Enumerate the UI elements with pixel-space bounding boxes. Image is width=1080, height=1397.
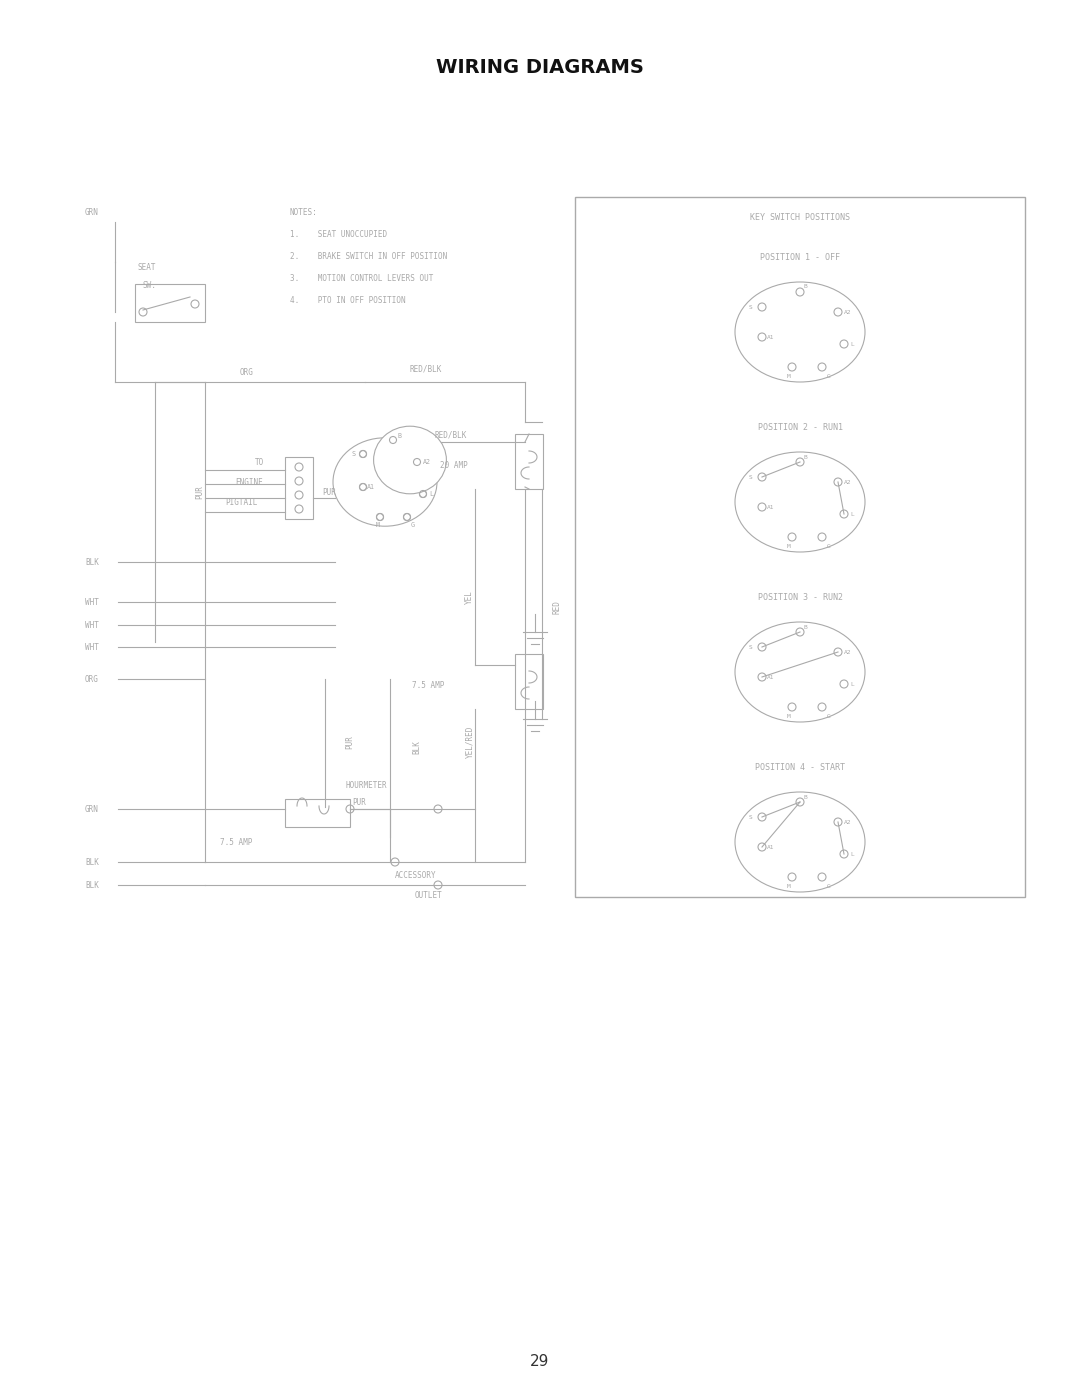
Text: G: G [827, 543, 831, 549]
Text: S: S [750, 814, 753, 820]
Text: TO: TO [255, 457, 265, 467]
Text: B: B [804, 795, 808, 799]
Text: PIGTAIL: PIGTAIL [225, 497, 257, 507]
Text: KEY SWITCH POSITIONS: KEY SWITCH POSITIONS [750, 212, 850, 222]
Ellipse shape [333, 437, 437, 527]
Text: SW.: SW. [141, 281, 156, 289]
Ellipse shape [735, 282, 865, 381]
Text: 29: 29 [530, 1355, 550, 1369]
Text: POSITION 4 - START: POSITION 4 - START [755, 763, 845, 771]
Text: G: G [827, 883, 831, 888]
Text: 2.    BRAKE SWITCH IN OFF POSITION: 2. BRAKE SWITCH IN OFF POSITION [291, 251, 447, 260]
Text: A2: A2 [843, 479, 851, 485]
Text: M: M [787, 714, 791, 718]
Text: M: M [787, 373, 791, 379]
Text: OUTLET: OUTLET [415, 890, 443, 900]
Text: 1.    SEAT UNOCCUPIED: 1. SEAT UNOCCUPIED [291, 229, 387, 239]
Text: L: L [429, 490, 433, 497]
FancyBboxPatch shape [285, 457, 313, 520]
Text: B: B [804, 454, 808, 460]
Text: B: B [804, 624, 808, 630]
Text: ORG: ORG [85, 675, 99, 683]
Text: 20 AMP: 20 AMP [440, 461, 468, 469]
Text: BLK: BLK [85, 880, 99, 890]
Text: WHT: WHT [85, 620, 99, 630]
Text: WIRING DIAGRAMS: WIRING DIAGRAMS [436, 57, 644, 77]
Text: M: M [376, 522, 380, 528]
Text: A1: A1 [767, 675, 774, 679]
Text: A1: A1 [367, 483, 375, 490]
Text: A1: A1 [767, 504, 774, 510]
Text: ACCESSORY: ACCESSORY [395, 870, 436, 880]
Text: GRN: GRN [85, 208, 99, 217]
Text: GRN: GRN [85, 805, 99, 813]
Text: 7.5 AMP: 7.5 AMP [411, 680, 444, 690]
Text: NOTES:: NOTES: [291, 208, 318, 217]
Text: POSITION 3 - RUN2: POSITION 3 - RUN2 [757, 592, 842, 602]
Text: A1: A1 [767, 845, 774, 849]
Text: YEL: YEL [465, 590, 474, 604]
Text: BLK: BLK [85, 557, 99, 567]
FancyBboxPatch shape [285, 799, 350, 827]
Text: M: M [787, 883, 791, 888]
Text: A2: A2 [843, 820, 851, 824]
Text: ENGINE: ENGINE [235, 478, 262, 486]
Text: B: B [397, 433, 401, 439]
FancyBboxPatch shape [515, 654, 543, 710]
Text: A2: A2 [423, 460, 431, 465]
Text: YEL/RED: YEL/RED [465, 726, 474, 759]
Ellipse shape [735, 453, 865, 552]
Text: G: G [827, 373, 831, 379]
Text: BLK: BLK [85, 858, 99, 866]
Text: PUR: PUR [322, 488, 336, 496]
Text: L: L [850, 511, 854, 517]
Text: PUR: PUR [345, 735, 354, 749]
Text: 4.    PTO IN OFF POSITION: 4. PTO IN OFF POSITION [291, 296, 406, 305]
Ellipse shape [374, 426, 446, 493]
Text: B: B [804, 285, 808, 289]
Text: 3.    MOTION CONTROL LEVERS OUT: 3. MOTION CONTROL LEVERS OUT [291, 274, 433, 282]
Text: S: S [750, 305, 753, 310]
FancyBboxPatch shape [575, 197, 1025, 897]
Text: S: S [750, 475, 753, 479]
Text: HOURMETER: HOURMETER [345, 781, 387, 789]
Text: BLK: BLK [411, 740, 421, 754]
FancyBboxPatch shape [515, 434, 543, 489]
Text: A1: A1 [767, 334, 774, 339]
Text: POSITION 2 - RUN1: POSITION 2 - RUN1 [757, 422, 842, 432]
FancyBboxPatch shape [135, 284, 205, 321]
Text: A2: A2 [843, 310, 851, 314]
Text: PUR: PUR [352, 798, 366, 806]
Text: SEAT: SEAT [137, 263, 156, 271]
Text: L: L [850, 852, 854, 856]
Text: POSITION 1 - OFF: POSITION 1 - OFF [760, 253, 840, 261]
Ellipse shape [735, 622, 865, 722]
Text: ORG: ORG [240, 367, 254, 377]
Text: PUR: PUR [195, 485, 204, 499]
Text: G: G [827, 714, 831, 718]
Text: M: M [787, 543, 791, 549]
Text: L: L [850, 341, 854, 346]
Text: S: S [351, 451, 355, 457]
Text: G: G [411, 522, 415, 528]
Text: WHT: WHT [85, 598, 99, 606]
Text: S: S [750, 644, 753, 650]
Text: RED: RED [552, 601, 561, 613]
Text: 7.5 AMP: 7.5 AMP [220, 837, 253, 847]
Text: RED/BLK: RED/BLK [435, 430, 468, 440]
Text: RED/BLK: RED/BLK [410, 365, 443, 373]
Text: L: L [850, 682, 854, 686]
Ellipse shape [735, 792, 865, 893]
Text: A2: A2 [843, 650, 851, 655]
Text: WHT: WHT [85, 643, 99, 651]
